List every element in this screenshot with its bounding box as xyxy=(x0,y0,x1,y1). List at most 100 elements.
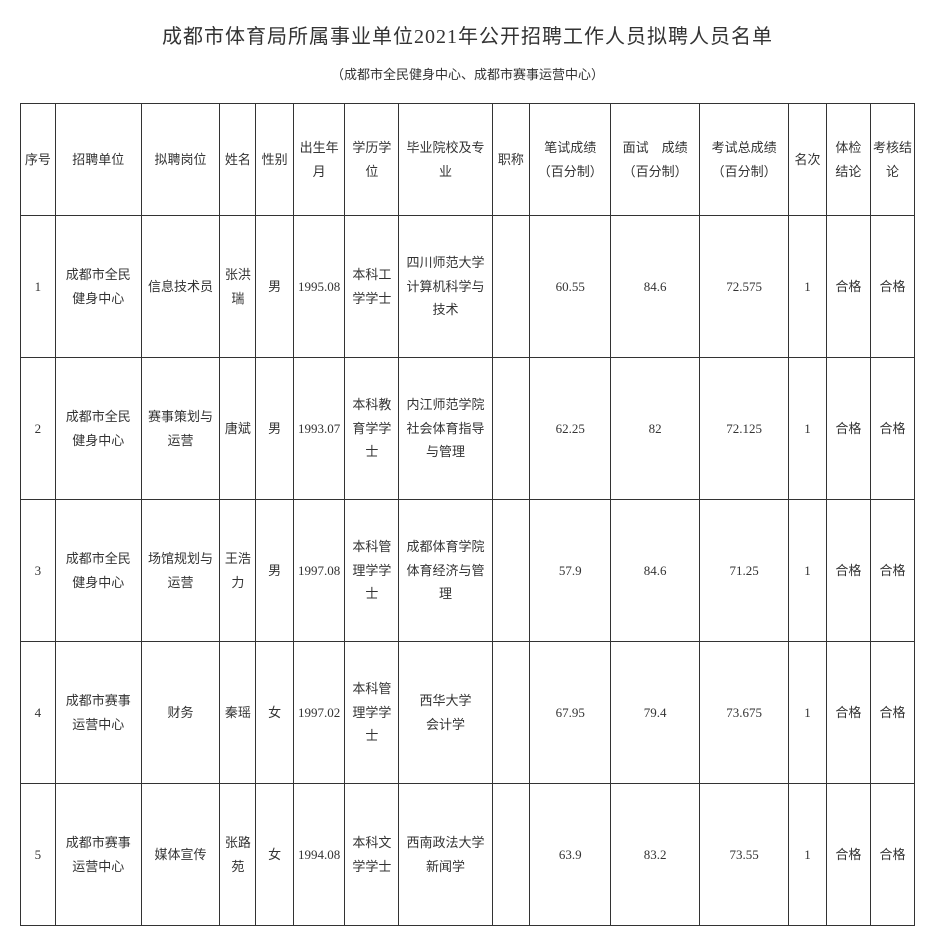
table-body: 1成都市全民健身中心信息技术员张洪瑞男1995.08本科工学学士四川师范大学计算… xyxy=(21,216,915,926)
cell-edu: 本科管理学学士 xyxy=(345,500,399,642)
cell-title xyxy=(492,642,530,784)
cell-school: 四川师范大学计算机科学与技术 xyxy=(399,216,492,358)
col-header-assess: 考核结论 xyxy=(870,104,914,216)
cell-school: 内江师范学院社会体育指导与管理 xyxy=(399,358,492,500)
cell-total: 72.125 xyxy=(700,358,789,500)
cell-position: 信息技术员 xyxy=(141,216,220,358)
cell-unit: 成都市全民健身中心 xyxy=(55,358,141,500)
cell-unit: 成都市赛事运营中心 xyxy=(55,784,141,926)
cell-assess: 合格 xyxy=(870,784,914,926)
cell-rank: 1 xyxy=(789,500,827,642)
cell-edu: 本科工学学士 xyxy=(345,216,399,358)
cell-interview: 84.6 xyxy=(611,500,700,642)
cell-unit: 成都市全民健身中心 xyxy=(55,216,141,358)
table-row: 3成都市全民健身中心场馆规划与运营王浩力男1997.08本科管理学学士成都体育学… xyxy=(21,500,915,642)
cell-position: 赛事策划与运营 xyxy=(141,358,220,500)
cell-total: 71.25 xyxy=(700,500,789,642)
cell-name: 秦瑶 xyxy=(220,642,256,784)
cell-position: 场馆规划与运营 xyxy=(141,500,220,642)
cell-seq: 4 xyxy=(21,642,56,784)
cell-school: 成都体育学院体育经济与管理 xyxy=(399,500,492,642)
cell-birth: 1993.07 xyxy=(294,358,345,500)
cell-position: 财务 xyxy=(141,642,220,784)
cell-gender: 女 xyxy=(256,642,294,784)
table-row: 5成都市赛事运营中心媒体宣传张路苑女1994.08本科文学学士西南政法大学新闻学… xyxy=(21,784,915,926)
cell-interview: 82 xyxy=(611,358,700,500)
cell-name: 张路苑 xyxy=(220,784,256,926)
cell-written: 63.9 xyxy=(530,784,611,926)
cell-gender: 男 xyxy=(256,358,294,500)
cell-unit: 成都市赛事运营中心 xyxy=(55,642,141,784)
cell-assess: 合格 xyxy=(870,216,914,358)
cell-seq: 1 xyxy=(21,216,56,358)
cell-edu: 本科文学学士 xyxy=(345,784,399,926)
table-row: 2成都市全民健身中心赛事策划与运营唐斌男1993.07本科教育学学士内江师范学院… xyxy=(21,358,915,500)
cell-interview: 84.6 xyxy=(611,216,700,358)
cell-title xyxy=(492,500,530,642)
col-header-seq: 序号 xyxy=(21,104,56,216)
cell-rank: 1 xyxy=(789,358,827,500)
cell-birth: 1997.02 xyxy=(294,642,345,784)
cell-total: 72.575 xyxy=(700,216,789,358)
cell-edu: 本科教育学学士 xyxy=(345,358,399,500)
cell-written: 60.55 xyxy=(530,216,611,358)
cell-total: 73.55 xyxy=(700,784,789,926)
page-title: 成都市体育局所属事业单位2021年公开招聘工作人员拟聘人员名单 xyxy=(20,20,915,49)
table-header-row: 序号 招聘单位 拟聘岗位 姓名 性别 出生年月 学历学位 毕业院校及专业 职称 … xyxy=(21,104,915,216)
page-subtitle: （成都市全民健身中心、成都市赛事运营中心） xyxy=(20,64,915,83)
cell-physical: 合格 xyxy=(826,784,870,926)
cell-interview: 83.2 xyxy=(611,784,700,926)
cell-title xyxy=(492,216,530,358)
col-header-gender: 性别 xyxy=(256,104,294,216)
table-row: 1成都市全民健身中心信息技术员张洪瑞男1995.08本科工学学士四川师范大学计算… xyxy=(21,216,915,358)
cell-unit: 成都市全民健身中心 xyxy=(55,500,141,642)
col-header-edu: 学历学位 xyxy=(345,104,399,216)
cell-physical: 合格 xyxy=(826,500,870,642)
cell-written: 67.95 xyxy=(530,642,611,784)
cell-title xyxy=(492,784,530,926)
cell-rank: 1 xyxy=(789,642,827,784)
cell-seq: 5 xyxy=(21,784,56,926)
col-header-title: 职称 xyxy=(492,104,530,216)
col-header-school: 毕业院校及专业 xyxy=(399,104,492,216)
cell-assess: 合格 xyxy=(870,642,914,784)
cell-gender: 女 xyxy=(256,784,294,926)
cell-name: 张洪瑞 xyxy=(220,216,256,358)
col-header-unit: 招聘单位 xyxy=(55,104,141,216)
cell-rank: 1 xyxy=(789,784,827,926)
col-header-physical: 体检结论 xyxy=(826,104,870,216)
cell-written: 57.9 xyxy=(530,500,611,642)
table-row: 4成都市赛事运营中心财务秦瑶女1997.02本科管理学学士西华大学会计学 67.9… xyxy=(21,642,915,784)
cell-physical: 合格 xyxy=(826,358,870,500)
cell-school: 西华大学会计学 xyxy=(399,642,492,784)
cell-birth: 1995.08 xyxy=(294,216,345,358)
cell-seq: 3 xyxy=(21,500,56,642)
cell-assess: 合格 xyxy=(870,500,914,642)
cell-school: 西南政法大学新闻学 xyxy=(399,784,492,926)
col-header-interview: 面试 成绩（百分制） xyxy=(611,104,700,216)
col-header-birth: 出生年月 xyxy=(294,104,345,216)
cell-edu: 本科管理学学士 xyxy=(345,642,399,784)
cell-physical: 合格 xyxy=(826,642,870,784)
col-header-name: 姓名 xyxy=(220,104,256,216)
personnel-table: 序号 招聘单位 拟聘岗位 姓名 性别 出生年月 学历学位 毕业院校及专业 职称 … xyxy=(20,103,915,926)
cell-seq: 2 xyxy=(21,358,56,500)
col-header-position: 拟聘岗位 xyxy=(141,104,220,216)
cell-total: 73.675 xyxy=(700,642,789,784)
cell-physical: 合格 xyxy=(826,216,870,358)
cell-gender: 男 xyxy=(256,216,294,358)
cell-assess: 合格 xyxy=(870,358,914,500)
cell-position: 媒体宣传 xyxy=(141,784,220,926)
cell-written: 62.25 xyxy=(530,358,611,500)
cell-name: 王浩力 xyxy=(220,500,256,642)
cell-gender: 男 xyxy=(256,500,294,642)
cell-birth: 1994.08 xyxy=(294,784,345,926)
cell-interview: 79.4 xyxy=(611,642,700,784)
col-header-total: 考试总成绩（百分制） xyxy=(700,104,789,216)
cell-rank: 1 xyxy=(789,216,827,358)
col-header-rank: 名次 xyxy=(789,104,827,216)
cell-name: 唐斌 xyxy=(220,358,256,500)
cell-birth: 1997.08 xyxy=(294,500,345,642)
cell-title xyxy=(492,358,530,500)
col-header-written: 笔试成绩（百分制） xyxy=(530,104,611,216)
